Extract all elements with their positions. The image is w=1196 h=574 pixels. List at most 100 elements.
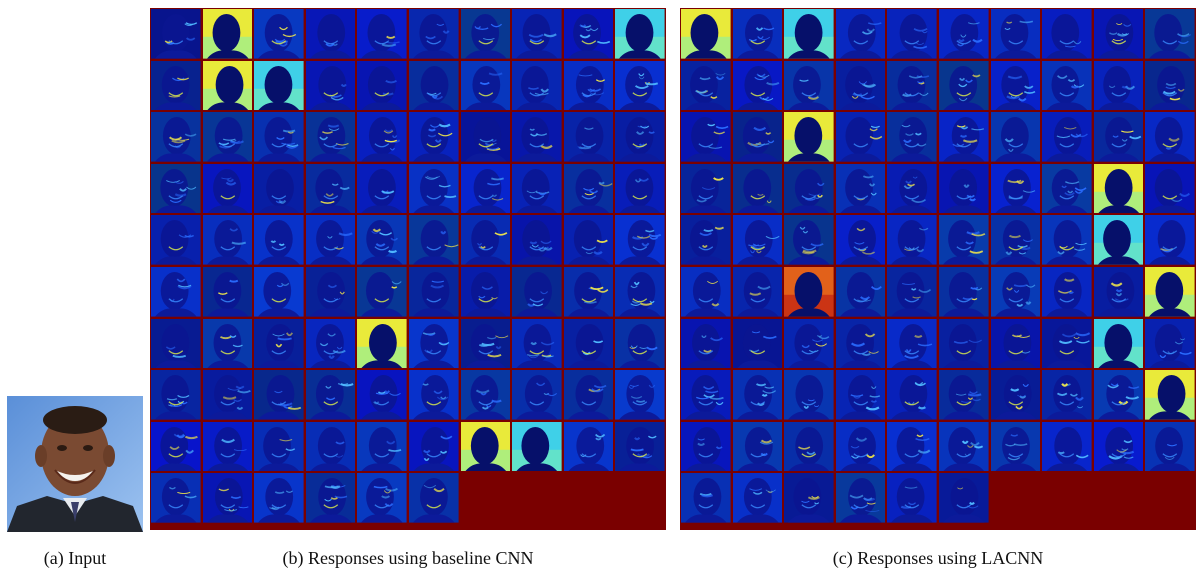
response-map-tile: [254, 9, 304, 59]
response-map-tile: [409, 215, 459, 265]
response-map-tile: [939, 163, 989, 214]
empty-grid-padding: [989, 472, 1196, 524]
response-map-tile: [1093, 370, 1144, 420]
response-map-tile: [357, 112, 407, 162]
response-map-tile: [254, 163, 304, 214]
response-map-tile: [1042, 112, 1092, 162]
response-map-tile: [784, 421, 834, 472]
response-map-tile: [1042, 9, 1092, 59]
response-map-tile: [887, 9, 937, 59]
response-map-tile: [357, 318, 407, 369]
response-map-tile: [835, 473, 886, 523]
response-map-tile: [460, 318, 511, 369]
response-map-tile: [151, 163, 201, 214]
response-map-tile: [357, 215, 407, 265]
response-map-tile: [563, 370, 614, 420]
response-map-tile: [409, 267, 459, 317]
response-map-tile: [202, 60, 253, 111]
response-map-tile: [254, 267, 304, 317]
response-map-tile: [681, 421, 731, 472]
response-map-tile: [563, 163, 614, 214]
response-map-tile: [1042, 370, 1092, 420]
response-map-tile: [563, 267, 614, 317]
response-map-tile: [151, 9, 201, 59]
response-map-tile: [887, 60, 937, 111]
response-map-tile: [409, 318, 459, 369]
response-map-tile: [939, 473, 989, 523]
response-map-tile: [1093, 163, 1144, 214]
response-map-tile: [784, 60, 834, 111]
response-map-tile: [681, 60, 731, 111]
response-map-tile: [939, 112, 989, 162]
response-map-tile: [1042, 163, 1092, 214]
response-map-tile: [732, 112, 783, 162]
response-map-tile: [835, 9, 886, 59]
response-map-tile: [681, 163, 731, 214]
response-map-tile: [305, 163, 356, 214]
response-map-tile: [151, 60, 201, 111]
response-map-tile: [254, 473, 304, 523]
response-map-tile: [732, 163, 783, 214]
response-map-tile: [1093, 318, 1144, 369]
response-map-tile: [681, 215, 731, 265]
response-map-tile: [151, 421, 201, 472]
response-map-tile: [357, 9, 407, 59]
response-map-tile: [460, 163, 511, 214]
baseline-cnn-response-grid: [150, 8, 666, 530]
response-map-tile: [615, 267, 665, 317]
response-map-tile: [512, 9, 562, 59]
response-map-tile: [732, 318, 783, 369]
response-map-tile: [305, 60, 356, 111]
response-map-tile: [357, 370, 407, 420]
response-map-tile: [784, 370, 834, 420]
response-map-tile: [615, 112, 665, 162]
response-map-tile: [835, 318, 886, 369]
response-map-tile: [305, 9, 356, 59]
response-map-tile: [460, 215, 511, 265]
response-map-tile: [151, 318, 201, 369]
response-map-tile: [409, 9, 459, 59]
response-map-tile: [887, 215, 937, 265]
response-map-tile: [305, 112, 356, 162]
response-map-tile: [887, 267, 937, 317]
response-map-tile: [305, 318, 356, 369]
response-map-tile: [887, 370, 937, 420]
response-map-tile: [202, 215, 253, 265]
response-map-tile: [835, 421, 886, 472]
response-map-tile: [151, 370, 201, 420]
response-map-tile: [512, 215, 562, 265]
response-map-tile: [990, 215, 1041, 265]
response-map-tile: [732, 9, 783, 59]
response-map-tile: [1042, 215, 1092, 265]
response-map-tile: [615, 421, 665, 472]
response-map-tile: [990, 60, 1041, 111]
caption-lacnn: (c) Responses using LACNN: [832, 548, 1044, 568]
response-map-tile: [305, 421, 356, 472]
response-map-tile: [835, 112, 886, 162]
response-map-tile: [202, 267, 253, 317]
response-map-tile: [1145, 421, 1195, 472]
response-map-tile: [512, 370, 562, 420]
response-map-tile: [409, 473, 459, 523]
response-map-tile: [1093, 267, 1144, 317]
response-map-tile: [1145, 215, 1195, 265]
response-map-tile: [939, 9, 989, 59]
response-map-tile: [615, 9, 665, 59]
response-map-tile: [732, 421, 783, 472]
response-map-tile: [409, 421, 459, 472]
response-map-tile: [254, 421, 304, 472]
response-map-tile: [681, 370, 731, 420]
response-map-tile: [615, 318, 665, 369]
response-map-tile: [563, 60, 614, 111]
response-map-tile: [202, 318, 253, 369]
response-map-tile: [1145, 60, 1195, 111]
response-map-tile: [512, 60, 562, 111]
response-map-tile: [512, 112, 562, 162]
response-map-tile: [563, 421, 614, 472]
response-map-tile: [151, 267, 201, 317]
response-map-tile: [1145, 267, 1195, 317]
response-map-tile: [202, 421, 253, 472]
response-map-tile: [615, 163, 665, 214]
response-map-tile: [835, 60, 886, 111]
response-map-tile: [939, 267, 989, 317]
